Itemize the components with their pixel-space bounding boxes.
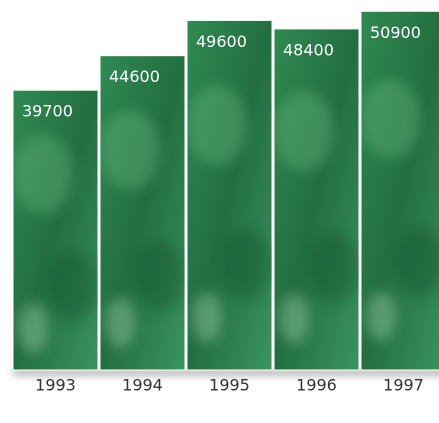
shadow — [13, 368, 439, 376]
bars — [12, 10, 439, 376]
texture — [361, 78, 421, 159]
x-tick-label: 1996 — [296, 376, 337, 395]
bar-texture — [100, 109, 185, 348]
texture — [48, 251, 98, 322]
x-tick-label: 1994 — [122, 376, 163, 395]
value-label: 50900 — [370, 23, 421, 42]
bar-texture — [361, 78, 439, 342]
bar — [99, 55, 186, 371]
texture — [222, 230, 272, 301]
texture — [105, 297, 135, 348]
bar-texture — [13, 134, 98, 354]
value-label: 49600 — [196, 32, 247, 51]
texture — [100, 109, 160, 190]
texture — [187, 85, 247, 166]
texture — [279, 293, 309, 344]
texture — [135, 240, 185, 311]
x-tick-label: 1995 — [209, 376, 250, 395]
texture — [192, 292, 222, 343]
value-label: 48400 — [283, 40, 334, 59]
x-tick-label: 1993 — [35, 376, 76, 395]
texture — [13, 134, 73, 215]
texture — [366, 291, 396, 342]
value-label: 39700 — [22, 102, 73, 121]
bar-texture — [274, 91, 359, 344]
value-label: 44600 — [109, 67, 160, 86]
bar-texture — [187, 85, 272, 343]
labels: 39700 1993 44600 1994 49600 1995 48400 1996 5090… — [22, 23, 424, 395]
texture — [274, 91, 334, 172]
texture — [396, 227, 439, 298]
x-tick-label: 1997 — [383, 376, 424, 395]
texture — [18, 303, 48, 354]
texture — [309, 232, 359, 303]
